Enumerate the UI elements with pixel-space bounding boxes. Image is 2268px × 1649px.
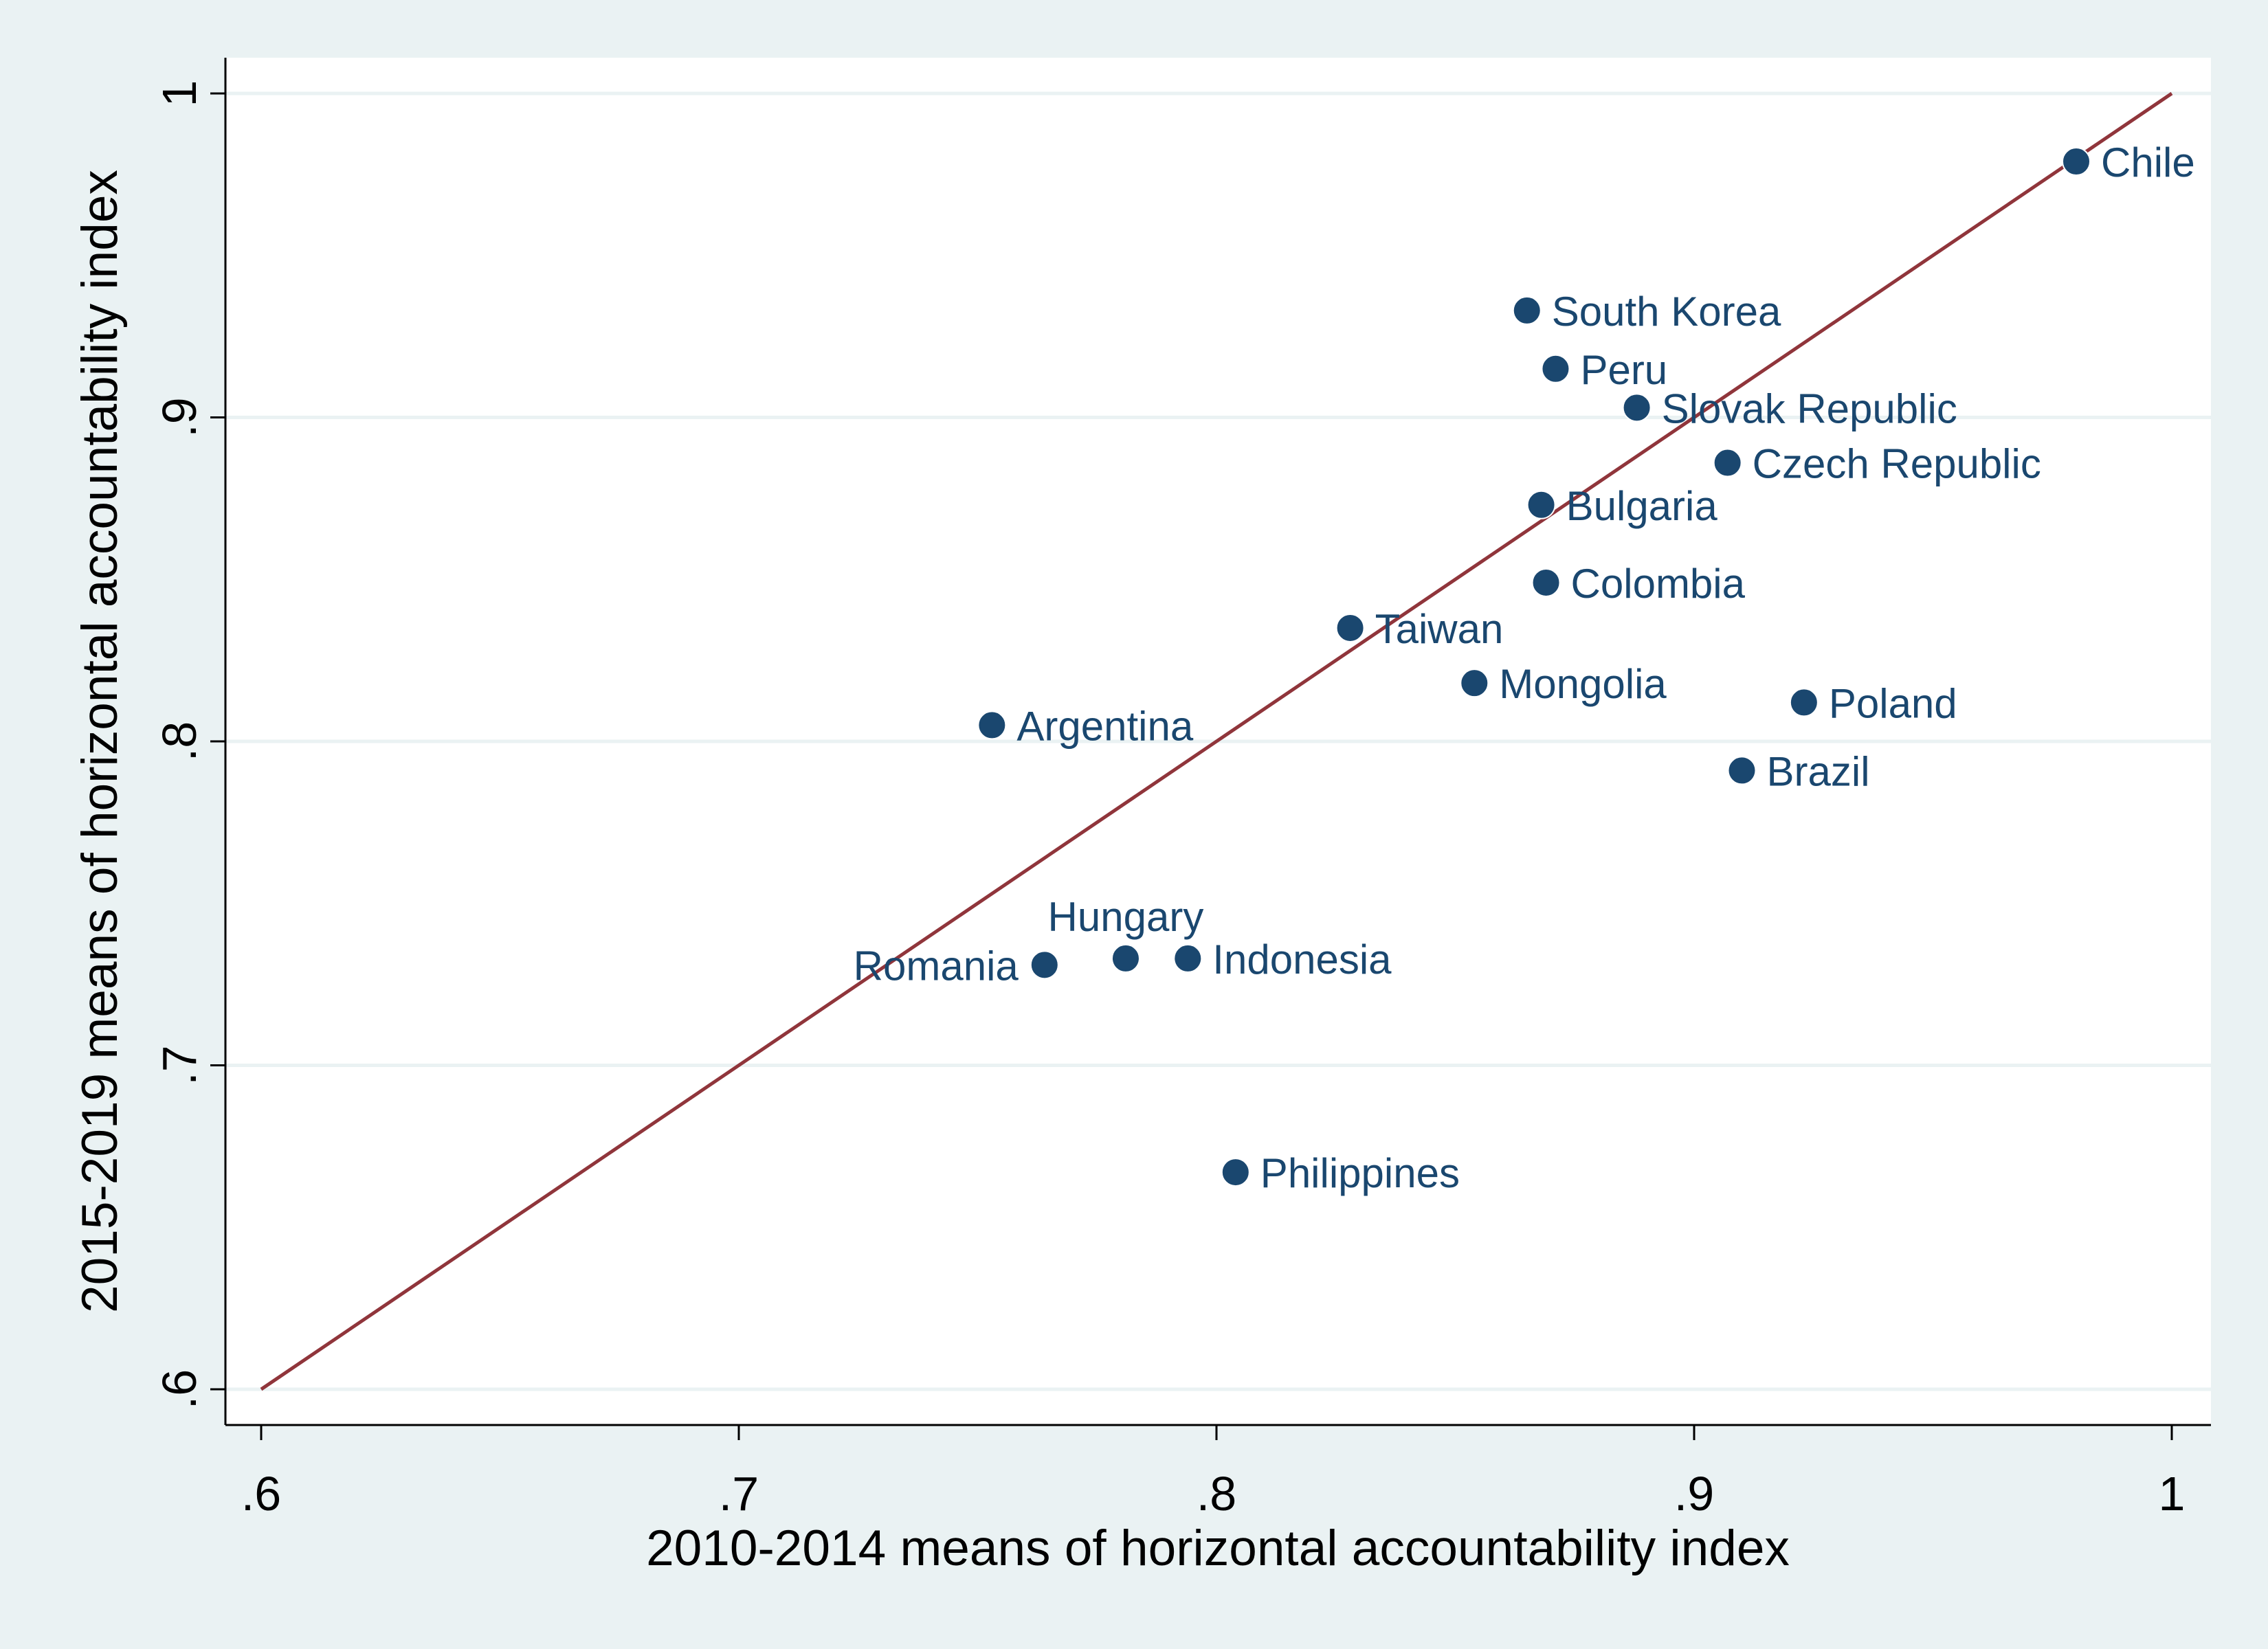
data-point xyxy=(1111,943,1140,973)
y-tick-label: 1 xyxy=(153,80,206,107)
x-tick-label: .6 xyxy=(241,1467,281,1521)
data-point xyxy=(1713,448,1742,478)
x-axis-ticks: .6 .7 .8 .9 1 xyxy=(241,1425,2186,1521)
y-tick-label: .6 xyxy=(153,1369,206,1409)
data-point xyxy=(1173,943,1203,973)
data-point xyxy=(1789,688,1819,717)
point-label: Poland xyxy=(1829,680,1957,726)
y-tick-label: .8 xyxy=(153,721,206,761)
point-label: Colombia xyxy=(1571,561,1746,607)
point-label: Peru xyxy=(1580,347,1667,393)
point-label: Brazil xyxy=(1767,748,1870,794)
reference-line xyxy=(260,91,2173,1391)
x-axis-title: 2010-2014 means of horizontal accountabi… xyxy=(646,1521,1790,1576)
point-label: Argentina xyxy=(1016,703,1193,749)
point-label: Philippines xyxy=(1260,1150,1460,1196)
x-tick-label: .9 xyxy=(1674,1467,1714,1521)
data-point xyxy=(1727,756,1757,785)
point-label: Bulgaria xyxy=(1566,483,1718,529)
data-point xyxy=(1526,490,1556,519)
y-axis-title: 2015-2019 means of horizontal accountabi… xyxy=(72,170,128,1313)
point-label: Romania xyxy=(854,943,1019,989)
y-tick-label: .9 xyxy=(153,397,206,437)
point-label: Hungary xyxy=(1048,894,1204,940)
point-label: South Korea xyxy=(1552,289,1781,335)
data-point xyxy=(977,710,1007,740)
data-point xyxy=(1531,568,1561,597)
data-point xyxy=(2062,147,2091,177)
point-label: Taiwan xyxy=(1375,606,1504,652)
y-tick-label: .7 xyxy=(153,1045,206,1085)
x-tick-label: .7 xyxy=(719,1467,759,1521)
point-label: Slovak Republic xyxy=(1662,385,1957,431)
data-point xyxy=(1541,354,1570,383)
data-point xyxy=(1622,393,1652,423)
point-label: Mongolia xyxy=(1499,661,1667,707)
x-tick-label: 1 xyxy=(2159,1467,2186,1521)
data-point xyxy=(1030,950,1059,980)
point-label: Chile xyxy=(2101,139,2195,186)
data-point xyxy=(1460,669,1489,698)
data-point xyxy=(1221,1158,1250,1187)
x-tick-label: .8 xyxy=(1197,1467,1236,1521)
point-label: Indonesia xyxy=(1212,936,1392,983)
data-point xyxy=(1335,613,1365,642)
data-point xyxy=(1512,295,1542,325)
point-label: Czech Republic xyxy=(1753,441,2041,487)
y-axis-ticks: .6 .7 .8 .9 1 xyxy=(153,80,225,1409)
